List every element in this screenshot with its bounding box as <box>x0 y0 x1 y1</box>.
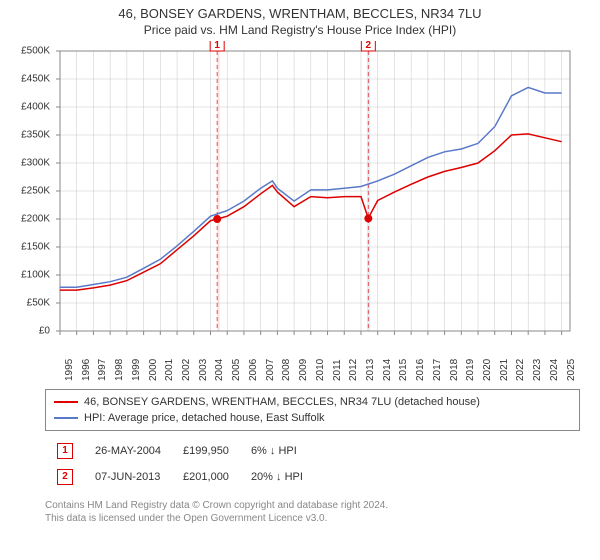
footer-line1: Contains HM Land Registry data © Crown c… <box>45 499 580 512</box>
xtick-label: 1998 <box>114 341 125 381</box>
xtick-label: 2014 <box>382 341 393 381</box>
xtick-label: 2013 <box>365 341 376 381</box>
xtick-label: 2003 <box>198 341 209 381</box>
legend-label: 46, BONSEY GARDENS, WRENTHAM, BECCLES, N… <box>84 396 480 408</box>
xtick-label: 2023 <box>532 341 543 381</box>
marker-index-box: 2 <box>57 469 73 485</box>
title-main: 46, BONSEY GARDENS, WRENTHAM, BECCLES, N… <box>0 6 600 21</box>
xtick-label: 2011 <box>332 341 343 381</box>
ytick-label: £250K <box>10 186 50 197</box>
ytick-label: £0 <box>10 326 50 337</box>
ytick-label: £350K <box>10 130 50 141</box>
xtick-label: 2025 <box>566 341 577 381</box>
ytick-label: £400K <box>10 102 50 113</box>
legend-swatch <box>54 417 78 419</box>
chart: 12£0£50K£100K£150K£200K£250K£300K£350K£4… <box>10 41 590 381</box>
marker-delta: 6% ↓ HPI <box>241 439 313 463</box>
xtick-label: 2007 <box>265 341 276 381</box>
legend-swatch <box>54 401 78 403</box>
marker-price: £199,950 <box>173 439 239 463</box>
xtick-label: 2020 <box>482 341 493 381</box>
xtick-label: 2005 <box>231 341 242 381</box>
chart-svg: 12 <box>10 41 590 381</box>
ytick-label: £150K <box>10 242 50 253</box>
markers-table: 1 26-MAY-2004 £199,950 6% ↓ HPI 2 07-JUN… <box>45 437 315 491</box>
marker-price: £201,000 <box>173 465 239 489</box>
sale-point <box>364 214 372 222</box>
legend-row: 46, BONSEY GARDENS, WRENTHAM, BECCLES, N… <box>54 394 571 410</box>
xtick-label: 2009 <box>298 341 309 381</box>
ytick-label: £450K <box>10 74 50 85</box>
marker-index-box: 1 <box>57 443 73 459</box>
marker-row: 2 07-JUN-2013 £201,000 20% ↓ HPI <box>47 465 313 489</box>
legend-row: HPI: Average price, detached house, East… <box>54 410 571 426</box>
title-sub: Price paid vs. HM Land Registry's House … <box>0 23 600 37</box>
xtick-label: 2008 <box>281 341 292 381</box>
legend-label: HPI: Average price, detached house, East… <box>84 412 325 424</box>
xtick-label: 1996 <box>81 341 92 381</box>
marker-delta: 20% ↓ HPI <box>241 465 313 489</box>
root: 46, BONSEY GARDENS, WRENTHAM, BECCLES, N… <box>0 0 600 525</box>
xtick-label: 2002 <box>181 341 192 381</box>
marker-row: 1 26-MAY-2004 £199,950 6% ↓ HPI <box>47 439 313 463</box>
xtick-label: 2016 <box>415 341 426 381</box>
legend: 46, BONSEY GARDENS, WRENTHAM, BECCLES, N… <box>45 389 580 431</box>
sale-point <box>213 215 221 223</box>
xtick-label: 2012 <box>348 341 359 381</box>
xtick-label: 2021 <box>499 341 510 381</box>
marker-date: 26-MAY-2004 <box>85 439 171 463</box>
xtick-label: 2022 <box>515 341 526 381</box>
xtick-label: 1999 <box>131 341 142 381</box>
ytick-label: £50K <box>10 298 50 309</box>
xtick-label: 2017 <box>432 341 443 381</box>
xtick-label: 2006 <box>248 341 259 381</box>
ytick-label: £100K <box>10 270 50 281</box>
marker-date: 07-JUN-2013 <box>85 465 171 489</box>
ytick-label: £500K <box>10 46 50 57</box>
marker-flag-label: 1 <box>214 41 220 51</box>
xtick-label: 2004 <box>214 341 225 381</box>
marker-flag-label: 2 <box>366 41 372 51</box>
xtick-label: 2001 <box>164 341 175 381</box>
xtick-label: 1997 <box>97 341 108 381</box>
xtick-label: 2000 <box>148 341 159 381</box>
footer-line2: This data is licensed under the Open Gov… <box>45 512 580 525</box>
xtick-label: 2018 <box>449 341 460 381</box>
xtick-label: 2010 <box>315 341 326 381</box>
title-block: 46, BONSEY GARDENS, WRENTHAM, BECCLES, N… <box>0 0 600 41</box>
xtick-label: 2024 <box>549 341 560 381</box>
ytick-label: £300K <box>10 158 50 169</box>
xtick-label: 2019 <box>465 341 476 381</box>
xtick-label: 2015 <box>398 341 409 381</box>
ytick-label: £200K <box>10 214 50 225</box>
xtick-label: 1995 <box>64 341 75 381</box>
footer-note: Contains HM Land Registry data © Crown c… <box>45 499 580 525</box>
